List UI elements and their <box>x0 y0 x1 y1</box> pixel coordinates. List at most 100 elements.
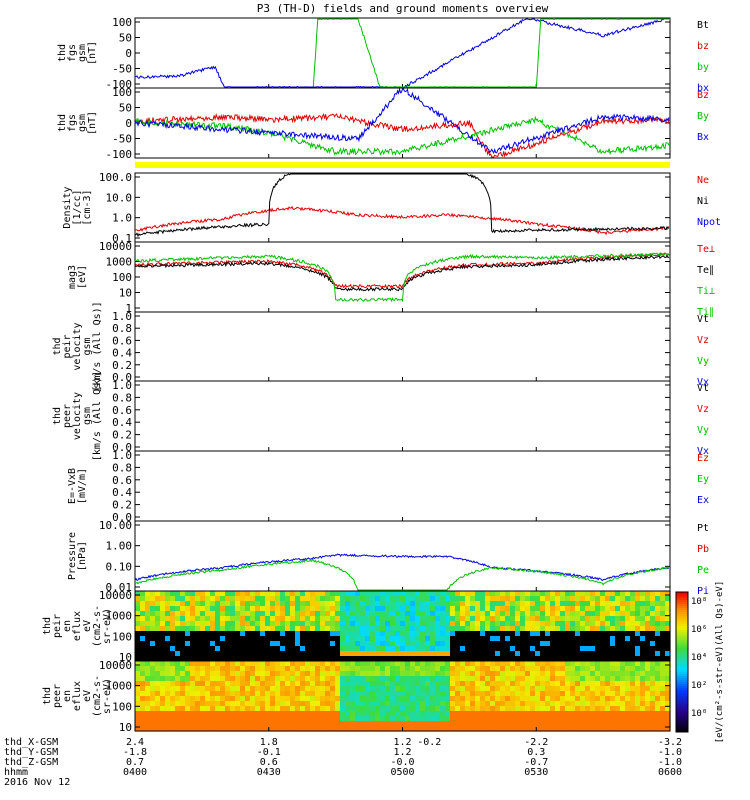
spectrogram-cell <box>205 651 211 657</box>
spectrogram-cell <box>520 656 526 662</box>
spectrogram-cell <box>235 651 241 657</box>
y-axis-label: peer <box>52 684 63 708</box>
spectrogram-cell <box>575 596 581 602</box>
legend-Ex: Ex <box>697 495 709 506</box>
spectrogram-cell <box>600 596 606 602</box>
spectrogram-cell <box>510 601 516 607</box>
spectrogram-cell <box>190 591 196 597</box>
spectrogram-cell <box>605 651 611 657</box>
spectrogram-cell <box>480 716 486 722</box>
spectrogram-cell <box>620 636 626 642</box>
spectrogram-cell <box>410 701 416 707</box>
spectrogram-cell <box>430 591 436 597</box>
spectrogram-cell <box>300 721 306 727</box>
spectrogram-cell <box>630 636 636 642</box>
spectrogram-cell <box>150 651 156 657</box>
spectrogram-cell <box>460 716 466 722</box>
spectrogram-cell <box>165 676 171 682</box>
spectrogram-cell <box>165 636 171 642</box>
spectrogram-cell <box>335 676 341 682</box>
spectrogram-cell <box>250 601 256 607</box>
spectrogram-cell <box>235 691 241 697</box>
spectrogram-cell <box>260 681 266 687</box>
spectrogram-cell <box>235 661 241 667</box>
spectrogram-cell <box>285 661 291 667</box>
spectrogram-cell <box>295 626 301 632</box>
spectrogram-cell <box>325 656 331 662</box>
spectrogram-cell <box>315 676 321 682</box>
spectrogram-cell <box>205 666 211 672</box>
spectrogram-cell <box>640 646 646 652</box>
spectrogram-cell <box>620 596 626 602</box>
spectrogram-cell <box>345 701 351 707</box>
spectrogram-cell <box>180 616 186 622</box>
spectrogram-cell <box>400 691 406 697</box>
spectrogram-cell <box>420 656 426 662</box>
spectrogram-cell <box>545 671 551 677</box>
spectrogram-cell <box>650 706 656 712</box>
spectrogram-cell <box>525 656 531 662</box>
spectrogram-cell <box>625 706 631 712</box>
spectrogram-cell <box>660 666 666 672</box>
spectrogram-cell <box>320 696 326 702</box>
spectrogram-cell <box>265 701 271 707</box>
spectrogram-cell <box>420 636 426 642</box>
spectrogram-cell <box>295 661 301 667</box>
spectrogram-cell <box>540 711 546 717</box>
spectrogram-cell <box>375 701 381 707</box>
spectrogram-cell <box>370 641 376 647</box>
y-tick-label: 10 <box>119 651 132 664</box>
spectrogram-cell <box>435 681 441 687</box>
spectrogram-cell <box>390 636 396 642</box>
spectrogram-cell <box>215 631 221 637</box>
spectrogram-cell <box>175 686 181 692</box>
spectrogram-cell <box>190 631 196 637</box>
spectrogram-cell <box>135 691 141 697</box>
spectrogram-cell <box>320 726 326 732</box>
spectrogram-cell <box>165 611 171 617</box>
spectrogram-cell <box>630 681 636 687</box>
spectrogram-cell <box>445 701 451 707</box>
spectrogram-cell <box>385 706 391 712</box>
spectrogram-cell <box>400 676 406 682</box>
spectrogram-cell <box>615 646 621 652</box>
spectrogram-cell <box>240 676 246 682</box>
spectrogram-cell <box>155 676 161 682</box>
spectrogram-cell <box>225 706 231 712</box>
spectrogram-cell <box>465 606 471 612</box>
spectrogram-cell <box>150 726 156 732</box>
spectrogram-cell <box>270 621 276 627</box>
colorbar-swatch <box>676 664 688 667</box>
spectrogram-cell <box>185 686 191 692</box>
spectrogram-cell <box>535 691 541 697</box>
spectrogram-cell <box>620 706 626 712</box>
spectrogram-cell <box>365 701 371 707</box>
spectrogram-cell <box>485 656 491 662</box>
spectrogram-cell <box>285 616 291 622</box>
spectrogram-cell <box>185 656 191 662</box>
spectrogram-cell <box>615 716 621 722</box>
spectrogram-cell <box>635 726 641 732</box>
spectrogram-cell <box>320 641 326 647</box>
spectrogram-cell <box>545 686 551 692</box>
spectrogram-cell <box>405 616 411 622</box>
spectrogram-cell <box>315 601 321 607</box>
spectrogram-cell <box>160 671 166 677</box>
spectrogram-cell <box>285 596 291 602</box>
spectrogram-cell <box>665 606 671 612</box>
spectrogram-cell <box>215 666 221 672</box>
spectrogram-cell <box>160 631 166 637</box>
spectrogram-cell <box>280 696 286 702</box>
spectrogram-cell <box>295 641 301 647</box>
spectrogram-cell <box>355 656 361 662</box>
spectrogram-cell <box>425 656 431 662</box>
spectrogram-cell <box>205 696 211 702</box>
colorbar-swatch <box>676 668 688 671</box>
spectrogram-cell <box>145 616 151 622</box>
spectrogram-cell <box>455 636 461 642</box>
spectrogram-cell <box>510 726 516 732</box>
y-tick-label: 0.4 <box>112 486 132 499</box>
spectrogram-cell <box>205 646 211 652</box>
spectrogram-cell <box>145 651 151 657</box>
spectrogram-cell <box>360 676 366 682</box>
